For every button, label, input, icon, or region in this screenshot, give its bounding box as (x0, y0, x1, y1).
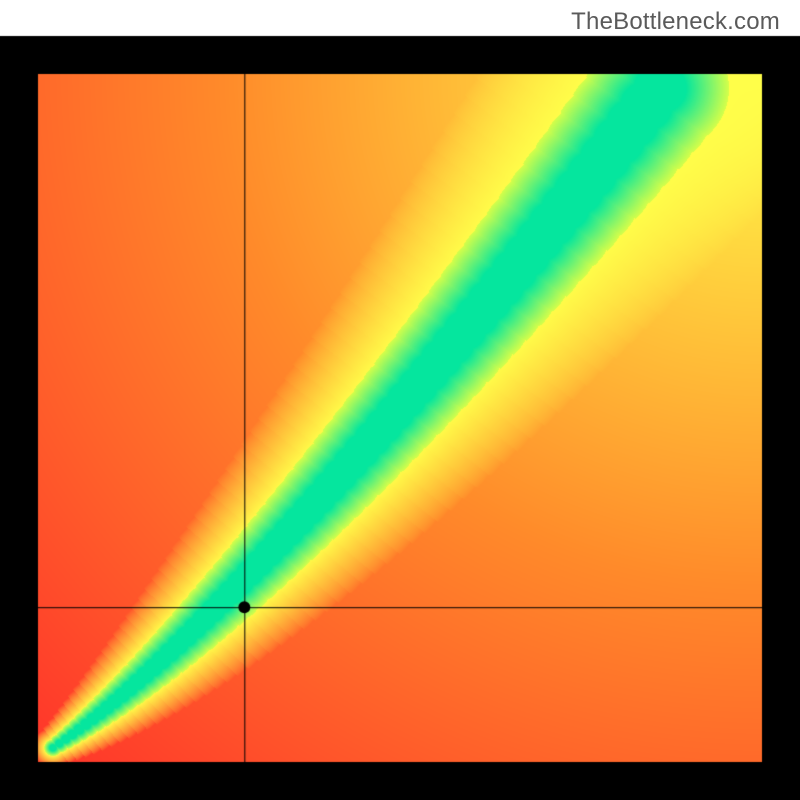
bottleneck-heatmap (0, 0, 800, 800)
watermark-text: TheBottleneck.com (571, 8, 780, 36)
